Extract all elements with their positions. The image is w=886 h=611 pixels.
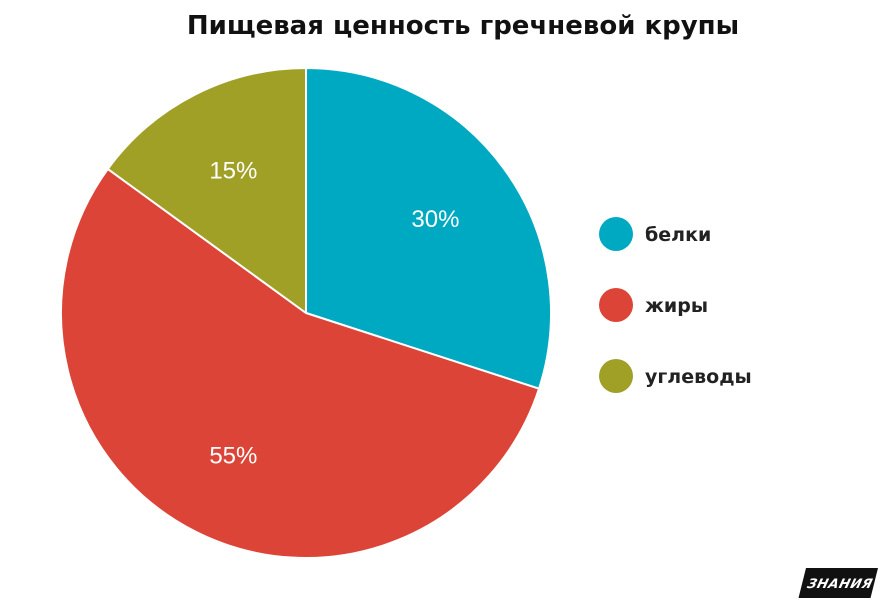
- pie: 30% 55% 15%: [60, 67, 552, 559]
- pie-slice-1: [305, 67, 552, 390]
- legend: белки жиры углеводы: [599, 217, 752, 393]
- legend-marker: [599, 217, 633, 251]
- brand-logo: ЗНАНИЯ: [798, 568, 878, 598]
- slice-value-label: 30%: [411, 206, 459, 233]
- legend-label: белки: [645, 224, 711, 246]
- brand-logo-text: ЗНАНИЯ: [806, 577, 875, 592]
- legend-label: углеводы: [645, 366, 752, 388]
- chart-title: Пищевая ценность гречневой крупы: [187, 11, 739, 41]
- slice-value-label: 55%: [209, 443, 257, 470]
- pie-slice-3: [106, 67, 307, 314]
- slice-value-label: 15%: [209, 157, 257, 184]
- legend-label: жиры: [645, 295, 708, 317]
- legend-marker: [599, 288, 633, 322]
- legend-marker: [599, 359, 633, 393]
- brand-logo-badge: [798, 568, 878, 598]
- pie-slice-2: [60, 167, 541, 559]
